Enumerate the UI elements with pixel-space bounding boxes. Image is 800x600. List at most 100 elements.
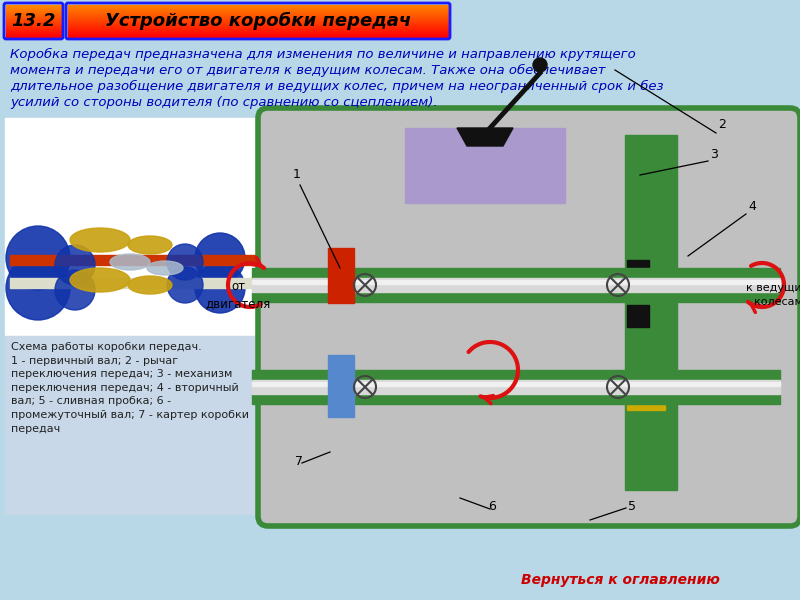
- Bar: [6, 21, 61, 22]
- Circle shape: [55, 245, 95, 285]
- Bar: [68, 9, 448, 10]
- Bar: [252, 268, 780, 278]
- Circle shape: [55, 270, 95, 310]
- Bar: [68, 7, 448, 8]
- Bar: [328, 355, 354, 417]
- Bar: [6, 29, 61, 30]
- Bar: [6, 15, 61, 16]
- Circle shape: [167, 267, 203, 303]
- Bar: [68, 5, 448, 6]
- Text: 1: 1: [293, 168, 301, 181]
- Bar: [6, 23, 61, 24]
- Bar: [252, 278, 780, 292]
- Text: 2: 2: [718, 118, 726, 131]
- Text: 3: 3: [710, 148, 718, 161]
- Bar: [68, 14, 448, 15]
- Bar: [68, 13, 448, 14]
- Bar: [68, 31, 448, 32]
- Bar: [252, 382, 780, 386]
- Bar: [68, 23, 448, 24]
- Ellipse shape: [6, 226, 70, 290]
- Bar: [68, 16, 448, 17]
- Bar: [627, 378, 665, 410]
- Bar: [6, 5, 61, 6]
- Bar: [627, 260, 649, 282]
- Ellipse shape: [147, 261, 183, 275]
- Bar: [6, 12, 61, 13]
- Bar: [68, 28, 448, 29]
- Text: 7: 7: [295, 455, 303, 468]
- Text: Вернуться к оглавлению: Вернуться к оглавлению: [521, 573, 719, 587]
- Bar: [6, 26, 61, 27]
- Bar: [6, 32, 61, 33]
- Bar: [68, 36, 448, 37]
- Bar: [68, 17, 448, 18]
- Bar: [252, 292, 780, 302]
- Bar: [6, 36, 61, 37]
- Ellipse shape: [70, 268, 130, 292]
- Bar: [68, 34, 448, 35]
- Text: момента и передачи его от двигателя к ведущим колесам. Также она обеспечивает: момента и передачи его от двигателя к ве…: [10, 64, 606, 77]
- Bar: [68, 6, 448, 7]
- Bar: [6, 19, 61, 20]
- Bar: [252, 280, 780, 284]
- Text: Устройство коробки передач: Устройство коробки передач: [105, 12, 411, 30]
- Bar: [6, 34, 61, 35]
- Bar: [6, 27, 61, 28]
- Bar: [68, 24, 448, 25]
- Bar: [10, 278, 255, 288]
- Bar: [328, 248, 354, 303]
- Bar: [5, 336, 263, 514]
- Bar: [6, 10, 61, 11]
- Bar: [6, 33, 61, 34]
- Bar: [252, 394, 780, 404]
- Bar: [5, 118, 263, 336]
- Bar: [68, 18, 448, 19]
- Circle shape: [533, 58, 547, 72]
- Bar: [6, 20, 61, 21]
- Bar: [6, 16, 61, 17]
- Text: Схема работы коробки передач.
1 - первичный вал; 2 - рычаг
переключения передач;: Схема работы коробки передач. 1 - первич…: [11, 342, 249, 434]
- Bar: [68, 27, 448, 28]
- Polygon shape: [457, 128, 513, 146]
- Bar: [6, 31, 61, 32]
- Circle shape: [167, 244, 203, 280]
- Text: Коробка передач предназначена для изменения по величине и направлению крутящего: Коробка передач предназначена для измене…: [10, 48, 636, 61]
- Bar: [6, 14, 61, 15]
- Bar: [6, 8, 61, 9]
- Text: 13.2: 13.2: [11, 12, 56, 30]
- Bar: [6, 6, 61, 7]
- Bar: [6, 9, 61, 10]
- Bar: [6, 24, 61, 25]
- Text: от
двигателя: от двигателя: [206, 280, 270, 310]
- Ellipse shape: [128, 236, 172, 254]
- Bar: [68, 33, 448, 34]
- Bar: [6, 18, 61, 19]
- Text: 4: 4: [748, 200, 756, 213]
- Bar: [68, 12, 448, 13]
- Bar: [68, 20, 448, 21]
- Bar: [68, 21, 448, 22]
- Ellipse shape: [110, 254, 150, 270]
- Bar: [68, 25, 448, 26]
- Bar: [6, 25, 61, 26]
- Bar: [68, 35, 448, 36]
- Text: усилий со стороны водителя (по сравнению со сцеплением).: усилий со стороны водителя (по сравнению…: [10, 96, 438, 109]
- Text: к ведущим
колесам: к ведущим колесам: [746, 283, 800, 307]
- Bar: [68, 30, 448, 31]
- Bar: [6, 28, 61, 29]
- FancyBboxPatch shape: [258, 108, 800, 526]
- Bar: [627, 305, 649, 327]
- Ellipse shape: [6, 256, 70, 320]
- Bar: [6, 22, 61, 23]
- Bar: [68, 32, 448, 33]
- Bar: [68, 10, 448, 11]
- Ellipse shape: [195, 263, 245, 313]
- Bar: [68, 26, 448, 27]
- Bar: [68, 11, 448, 12]
- Bar: [6, 13, 61, 14]
- Bar: [252, 380, 780, 394]
- Bar: [252, 370, 780, 380]
- Bar: [68, 15, 448, 16]
- Ellipse shape: [195, 233, 245, 283]
